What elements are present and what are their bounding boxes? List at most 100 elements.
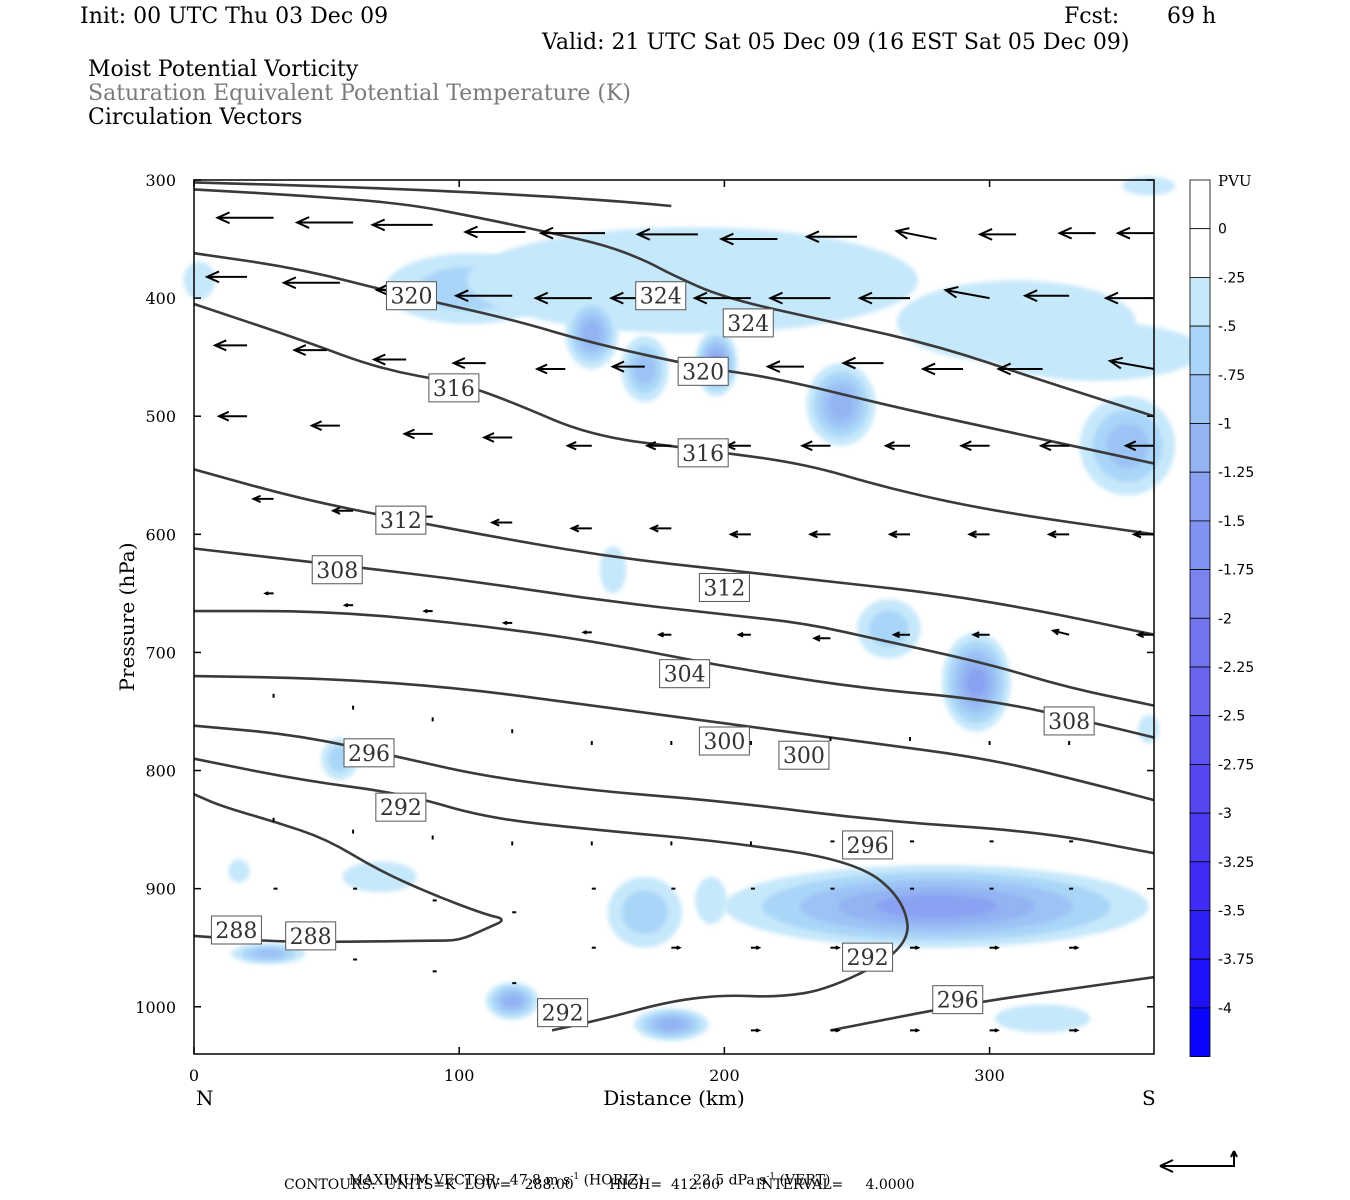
vector-head [768, 291, 783, 305]
contour-label-text: 324 [727, 312, 769, 337]
circulation-vector [215, 211, 274, 225]
pv-region [806, 363, 876, 446]
contour-label-text: 288 [215, 919, 257, 944]
vector-head [281, 276, 297, 290]
contour-label: 296 [932, 985, 984, 1015]
colorbar-label: -3 [1218, 806, 1232, 822]
pv-region [620, 335, 669, 403]
circulation-vector [857, 291, 911, 305]
circulation-vector [830, 1028, 841, 1033]
circulation-vector [565, 441, 592, 451]
vector-head [501, 620, 508, 626]
contour-label-box [698, 726, 750, 756]
y-tick-label: 600 [145, 525, 176, 544]
circulation-vector [635, 228, 698, 241]
circulation-vector [292, 344, 327, 357]
contour-label-box [375, 505, 427, 535]
colorbar-label: -2.75 [1218, 757, 1254, 773]
contour-label-text: 296 [937, 989, 979, 1014]
vector-head [402, 428, 415, 440]
circulation-vector [569, 524, 592, 533]
vector-head [857, 291, 873, 305]
circulation-vector [263, 591, 274, 596]
vector-head [251, 494, 261, 503]
max-vector-label: MAXIMUM VECTOR: [348, 1172, 501, 1189]
vector-head [489, 518, 500, 527]
vector-head [309, 420, 323, 431]
contour-label-text: 292 [380, 796, 422, 821]
contour-labels-layer: 320 3243243163203163123083123043003003082… [210, 281, 1095, 1028]
contour-label-text: 300 [703, 730, 745, 755]
contour-label-box [677, 438, 729, 468]
circulation-vector [750, 1028, 762, 1033]
contour-label-box [842, 942, 894, 972]
circulation-vector [451, 357, 486, 370]
vector-head [967, 530, 977, 539]
pv-level-shape [599, 546, 627, 594]
contour-label-box [778, 740, 830, 770]
contour-label-text: 316 [433, 377, 475, 402]
theta-contour-304 [193, 609, 1155, 739]
contour-label: 292 [375, 792, 427, 822]
circulation-vector [943, 285, 990, 300]
contour-label-text: 296 [348, 742, 390, 767]
circulation-vector [971, 631, 990, 639]
contour-label: 312 [698, 572, 750, 602]
vector-head [1123, 440, 1137, 452]
pv-region [994, 1004, 1091, 1033]
circulation-vector [768, 291, 831, 305]
colorbar-swatch [1189, 861, 1211, 911]
contour-label-box [635, 281, 687, 311]
theta-contour-320 [193, 251, 1155, 465]
colorbar-label: 0 [1218, 222, 1227, 238]
circulation-vector [294, 216, 354, 229]
circulation-vector [216, 410, 248, 422]
vector-head [755, 945, 762, 950]
pv-level-shape [1138, 715, 1160, 744]
colorbar-label: -2.5 [1218, 709, 1245, 725]
theta-contour-300 [193, 674, 1155, 802]
valid-time: Valid: 21 UTC Sat 05 Dec 09 (16 EST Sat … [542, 30, 1130, 55]
pv-region [607, 876, 682, 948]
pv-region [989, 321, 1202, 381]
contour-label-text: 316 [682, 442, 724, 467]
circulation-vector [959, 440, 990, 452]
colorbar-label: -1 [1218, 417, 1232, 433]
vert-tag: (VERT) [779, 1172, 831, 1189]
contour-label-box [698, 572, 750, 602]
pv-level-shape [966, 667, 987, 697]
circulation-vector [996, 362, 1043, 376]
contour-label-box [385, 281, 437, 311]
vector-head [1131, 530, 1142, 539]
vector-head [610, 360, 625, 373]
vector-head [676, 945, 682, 950]
pv-level-shape [1122, 176, 1176, 196]
circulation-vector [910, 1028, 921, 1033]
colorbar-swatch [1189, 617, 1211, 668]
colorbar-swatch [1189, 1007, 1211, 1058]
circulation-vector [989, 945, 1001, 950]
circulation-vector [212, 339, 248, 352]
circulation-vector [804, 230, 857, 244]
contour-label-box [375, 792, 427, 822]
contour-label-box [210, 915, 262, 945]
vector-head [481, 432, 495, 443]
vector-head [212, 339, 227, 352]
horiz-unit-exponent: -1 [570, 1172, 580, 1182]
pv-region [183, 261, 216, 300]
circulation-vector [724, 441, 751, 451]
circulation-vector [1123, 440, 1154, 452]
vector-head [538, 226, 554, 240]
contour-label-text: 308 [316, 559, 358, 584]
contour-label: 308 [311, 555, 363, 585]
vector-head [263, 591, 269, 596]
max-vector-line: MAXIMUM VECTOR: 47.8 m s-1 (HORIZ) 22.5 … [340, 1159, 831, 1189]
vector-head [608, 291, 624, 305]
pv-region [1138, 715, 1160, 744]
vector-head [994, 1028, 1001, 1033]
vector-head [216, 410, 230, 422]
vector-head [835, 1028, 841, 1033]
colorbar-label: -.75 [1218, 368, 1245, 384]
x-tick-label: 0 [189, 1066, 199, 1085]
pv-region [565, 298, 619, 369]
